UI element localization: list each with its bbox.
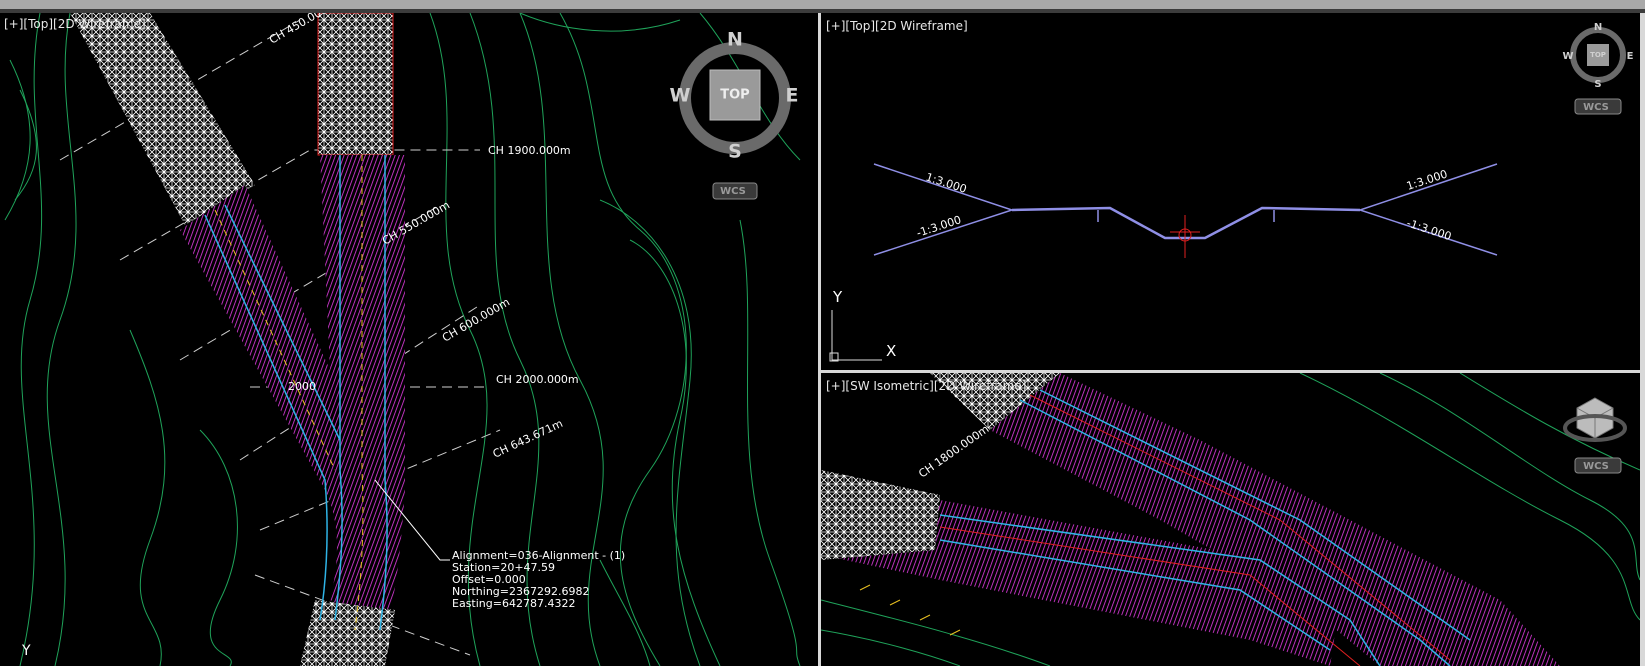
ucs-menu[interactable]: WCS [720, 186, 746, 197]
compass-south[interactable]: S [728, 141, 742, 163]
compass-south[interactable]: S [1594, 79, 1601, 90]
tooltip-line: Offset=0.000 [452, 573, 526, 586]
viewport-divider [821, 370, 1645, 373]
ucs-y: Y [21, 643, 31, 659]
viewport-top-right[interactable]: [+][Top][2D Wireframe] 1:3.000 -1:3.000 … [821, 13, 1640, 370]
viewport-bottom-right[interactable]: [+][SW Isometric][2D Wireframe] CH 1800.… [821, 373, 1640, 666]
view-face[interactable]: TOP [1590, 51, 1606, 59]
viewport-label[interactable]: [+][Top][2D Wireframe] [826, 19, 968, 33]
ucs-menu[interactable]: WCS [1583, 102, 1609, 113]
tooltip-leader [374, 479, 450, 561]
ucs-x: X [886, 342, 896, 360]
chainage-label: CH 2000.000m [496, 373, 579, 386]
viewcube-compass[interactable]: N S E W TOP WCS [670, 29, 799, 200]
viewport-bg [821, 13, 1640, 370]
contours [821, 373, 1640, 666]
tooltip-line: Alignment=036-Alignment - (1) [452, 549, 625, 562]
viewcube[interactable]: WCS [1563, 397, 1627, 474]
viewport-bg [0, 13, 818, 666]
compass-east[interactable]: E [1627, 51, 1634, 62]
strip-edge [0, 9, 1645, 13]
compass-east[interactable]: E [786, 85, 799, 107]
viewport-top-left[interactable]: [+][Top][2D Wireframe] CH 450.000m CH 19… [0, 0, 818, 666]
viewport-label[interactable]: [+][Top][2D Wireframe] [4, 17, 146, 31]
tooltip-line: Northing=2367292.6982 [452, 585, 589, 598]
tooltip-line: Easting=642787.4322 [452, 597, 575, 610]
tooltip: Alignment=036-Alignment - (1) Station=20… [452, 549, 625, 610]
contours [4, 13, 801, 666]
compass-west[interactable]: W [1562, 51, 1573, 62]
section-center [1170, 215, 1200, 258]
view-face[interactable]: TOP [720, 88, 749, 103]
viewport-divider [1640, 13, 1645, 666]
road-corridor [821, 373, 1560, 666]
compass-north[interactable]: N [1594, 22, 1602, 33]
compass-north[interactable]: N [727, 29, 743, 51]
chainage-label: CH 1900.000m [488, 144, 571, 157]
tooltip-line: Station=20+47.59 [452, 561, 555, 574]
ucs-y: Y [832, 288, 843, 306]
viewport-divider [818, 13, 821, 666]
ucs-menu[interactable]: WCS [1583, 461, 1609, 472]
ucs-icon [829, 310, 882, 362]
compass-west[interactable]: W [670, 85, 691, 107]
station-label: 2000 [288, 380, 316, 393]
road-corridor [70, 13, 405, 666]
viewcube-compass[interactable]: N S E W TOP WCS [1562, 22, 1634, 115]
viewport-label[interactable]: [+][SW Isometric][2D Wireframe] [826, 379, 1026, 393]
